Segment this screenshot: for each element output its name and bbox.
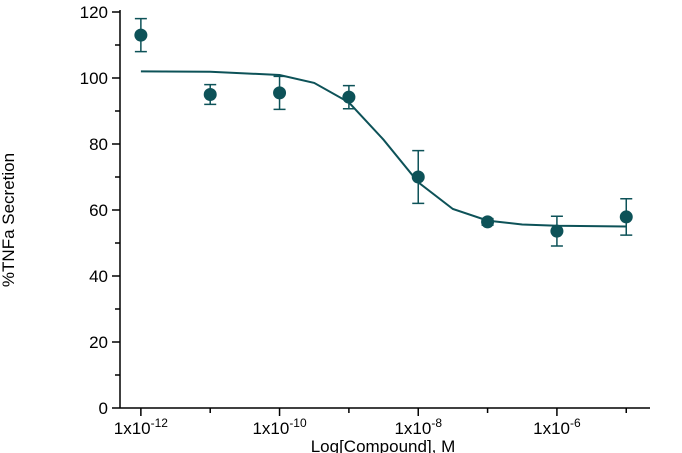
y-tick-label: 80 [89, 135, 108, 154]
data-point [481, 215, 495, 229]
x-tick-base: 1x10 [114, 419, 151, 438]
x-tick-base: 1x10 [394, 419, 431, 438]
data-point [411, 170, 425, 184]
y-tick-label: 40 [89, 267, 108, 286]
x-tick-label: 1x10-8 [394, 416, 442, 438]
y-tick-label: 20 [89, 333, 108, 352]
x-axis-title: Log[Compound], M [311, 437, 456, 453]
data-point [273, 86, 287, 100]
y-tick-label: 0 [99, 399, 108, 418]
data-point [342, 90, 356, 104]
y-axis-title: %TNFa Secretion [0, 153, 18, 287]
data-point [619, 210, 633, 224]
y-tick-label: 120 [80, 3, 108, 22]
x-tick-base: 1x10 [533, 419, 570, 438]
data-point [550, 224, 564, 238]
x-tick-label: 1x10-6 [533, 416, 581, 438]
data-point [134, 28, 148, 42]
y-tick-label: 60 [89, 201, 108, 220]
y-tick-label: 100 [80, 69, 108, 88]
x-tick-label: 1x10-10 [252, 416, 307, 438]
x-tick-label: 1x10-12 [114, 416, 169, 438]
x-tick-base: 1x10 [252, 419, 289, 438]
x-tick-exponent: -6 [570, 416, 581, 430]
data-point [203, 88, 217, 101]
x-tick-exponent: -12 [151, 416, 169, 430]
fit-curve [140, 70, 627, 228]
x-tick-exponent: -10 [289, 416, 307, 430]
x-tick-exponent: -8 [431, 416, 442, 430]
